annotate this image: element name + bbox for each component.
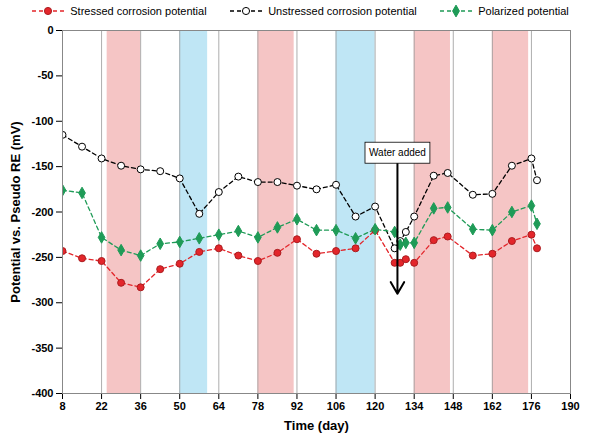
svg-text:Water added: Water added [369,147,426,158]
svg-text:190: 190 [561,400,579,412]
html-text:Unstressed corrosion potential: Unstressed corrosion potential [268,5,417,17]
svg-text:-100: -100 [31,115,53,127]
svg-text:-200: -200 [31,206,53,218]
html-text:Stressed corrosion potential: Stressed corrosion potential [70,5,207,17]
svg-text:64: 64 [213,400,226,412]
svg-text:-400: -400 [31,387,53,399]
svg-text:Potential vs. Pseudo RE (mV): Potential vs. Pseudo RE (mV) [8,121,23,302]
svg-text:36: 36 [135,400,147,412]
svg-text:-50: -50 [38,69,54,81]
svg-text:50: 50 [174,400,186,412]
svg-text:-250: -250 [31,251,53,263]
svg-text:-300: -300 [31,296,53,308]
svg-text:0: 0 [47,24,53,36]
svg-text:Time (day): Time (day) [284,418,349,433]
svg-text:120: 120 [366,400,384,412]
svg-text:176: 176 [522,400,540,412]
svg-text:-150: -150 [31,160,53,172]
html-text:Polarized potential: Polarized potential [478,5,569,17]
svg-text:148: 148 [444,400,462,412]
svg-text:134: 134 [405,400,424,412]
svg-text:78: 78 [252,400,264,412]
svg-text:8: 8 [59,400,65,412]
svg-text:-350: -350 [31,342,53,354]
svg-text:162: 162 [483,400,501,412]
svg-text:22: 22 [95,400,107,412]
svg-text:92: 92 [291,400,303,412]
svg-text:106: 106 [327,400,345,412]
